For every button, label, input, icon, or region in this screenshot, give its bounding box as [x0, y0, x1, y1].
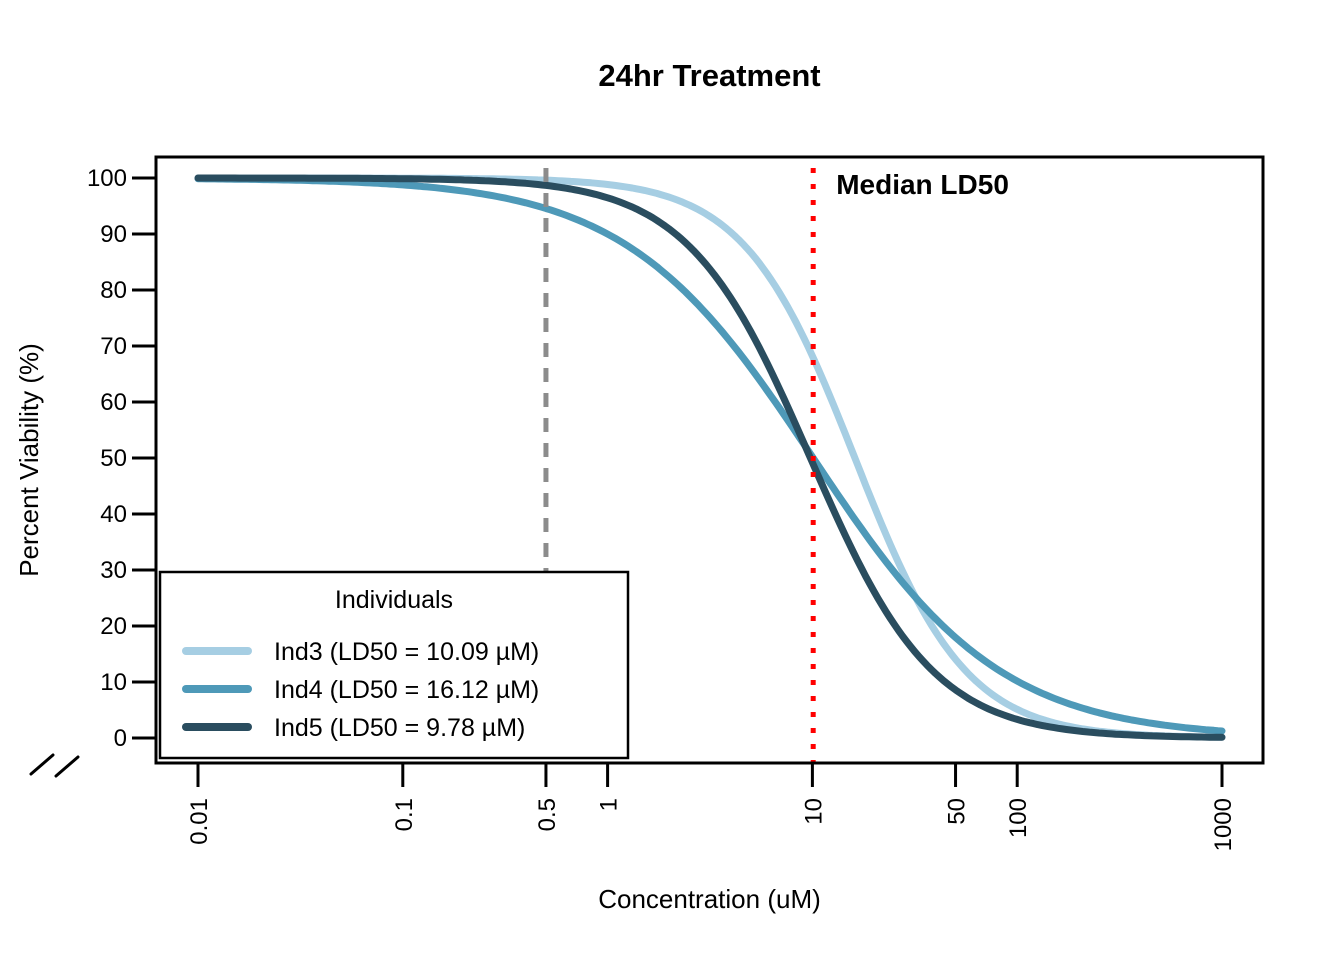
y-axis-tick-label: 60	[100, 389, 127, 416]
y-axis-tick-label: 70	[100, 333, 127, 360]
legend-label-ind3: Ind3 (LD50 = 10.09 µM)	[274, 638, 539, 666]
median-ld50-line-label: Median LD50	[836, 169, 1009, 200]
chart-title: 24hr Treatment	[598, 58, 821, 93]
axis-break-icon	[29, 753, 80, 778]
y-axis-tick-label: 10	[100, 669, 127, 696]
legend-label-ind5: Ind5 (LD50 = 9.78 µM)	[274, 714, 525, 742]
x-axis-tick-label: 10	[800, 798, 827, 825]
plot-border	[154, 155, 1265, 765]
legend-title: Individuals	[335, 586, 453, 614]
y-axis-tick-label: 30	[100, 557, 127, 584]
series-curve-ind4	[194, 175, 1226, 735]
axis-break-slash	[54, 755, 80, 778]
x-axis-tick-label: 0.5	[534, 798, 561, 831]
y-axis-tick-label: 90	[100, 221, 127, 248]
x-axis-tick-label: 1000	[1210, 798, 1237, 851]
x-axis-tick-label: 0.01	[186, 798, 213, 845]
y-axis-tick-label: 20	[100, 613, 127, 640]
x-axis-tick-label: 100	[1005, 798, 1032, 838]
y-axis-tick-label: 80	[100, 277, 127, 304]
series-curve-ind5	[194, 174, 1226, 741]
y-axis-tick-label: 0	[114, 725, 127, 752]
x-axis-tick-label: 1	[596, 798, 623, 811]
y-axis-tick-label: 40	[100, 501, 127, 528]
legend-label-ind4: Ind4 (LD50 = 16.12 µM)	[274, 676, 539, 704]
axis-break-slash	[29, 753, 55, 776]
legend: Individuals Ind3 (LD50 = 10.09 µM) Ind4 (L…	[158, 570, 630, 760]
x-axis-title: Concentration (uM)	[598, 884, 821, 914]
x-axis-tick-label: 0.1	[391, 798, 418, 831]
x-axis-tick-label: 50	[944, 798, 971, 825]
y-axis-tick-label: 50	[100, 445, 127, 472]
y-axis-title: Percent Viability (%)	[14, 343, 44, 577]
y-axis-tick-label: 100	[87, 165, 127, 192]
